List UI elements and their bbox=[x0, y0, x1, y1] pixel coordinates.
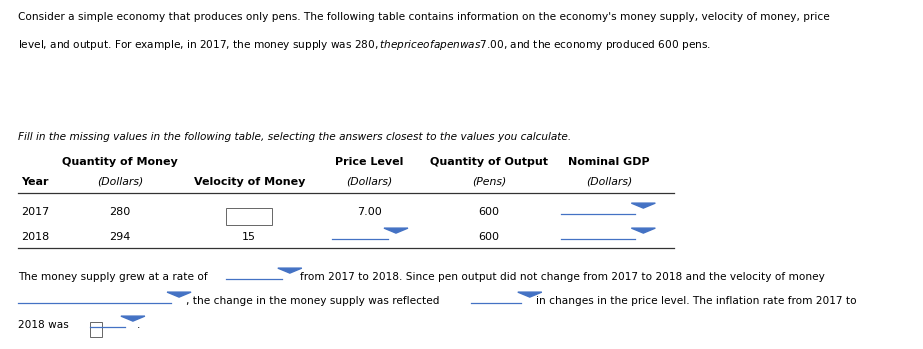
Text: Fill in the missing values in the following table, selecting the answers closest: Fill in the missing values in the follow… bbox=[18, 132, 571, 142]
Text: (Dollars): (Dollars) bbox=[586, 177, 632, 187]
Text: (Dollars): (Dollars) bbox=[346, 177, 392, 187]
Text: .: . bbox=[137, 320, 140, 330]
Text: 600: 600 bbox=[479, 232, 499, 242]
Text: Velocity of Money: Velocity of Money bbox=[194, 177, 305, 187]
Text: , the change in the money supply was reflected: , the change in the money supply was ref… bbox=[186, 296, 439, 306]
Text: 2018 was: 2018 was bbox=[18, 320, 69, 330]
Text: in changes in the price level. The inflation rate from 2017 to: in changes in the price level. The infla… bbox=[536, 296, 857, 306]
Text: level, and output. For example, in 2017, the money supply was $280, the price of: level, and output. For example, in 2017,… bbox=[18, 38, 712, 52]
Text: 600: 600 bbox=[479, 207, 499, 217]
Text: 2018: 2018 bbox=[21, 232, 49, 242]
Text: Quantity of Money: Quantity of Money bbox=[62, 157, 178, 167]
Text: Quantity of Output: Quantity of Output bbox=[430, 157, 548, 167]
Text: from 2017 to 2018. Since pen output did not change from 2017 to 2018 and the vel: from 2017 to 2018. Since pen output did … bbox=[300, 272, 825, 282]
Text: 2017: 2017 bbox=[21, 207, 49, 217]
Text: 15: 15 bbox=[242, 232, 257, 242]
Text: Consider a simple economy that produces only pens. The following table contains : Consider a simple economy that produces … bbox=[18, 12, 830, 22]
Text: Year: Year bbox=[21, 177, 49, 187]
Text: Nominal GDP: Nominal GDP bbox=[569, 157, 650, 167]
Text: 294: 294 bbox=[109, 232, 131, 242]
Text: 280: 280 bbox=[109, 207, 131, 217]
Text: The money supply grew at a rate of: The money supply grew at a rate of bbox=[18, 272, 208, 282]
Text: Price Level: Price Level bbox=[335, 157, 403, 167]
Text: (Pens): (Pens) bbox=[472, 177, 507, 187]
Text: 7.00: 7.00 bbox=[357, 207, 381, 217]
Text: (Dollars): (Dollars) bbox=[97, 177, 143, 187]
